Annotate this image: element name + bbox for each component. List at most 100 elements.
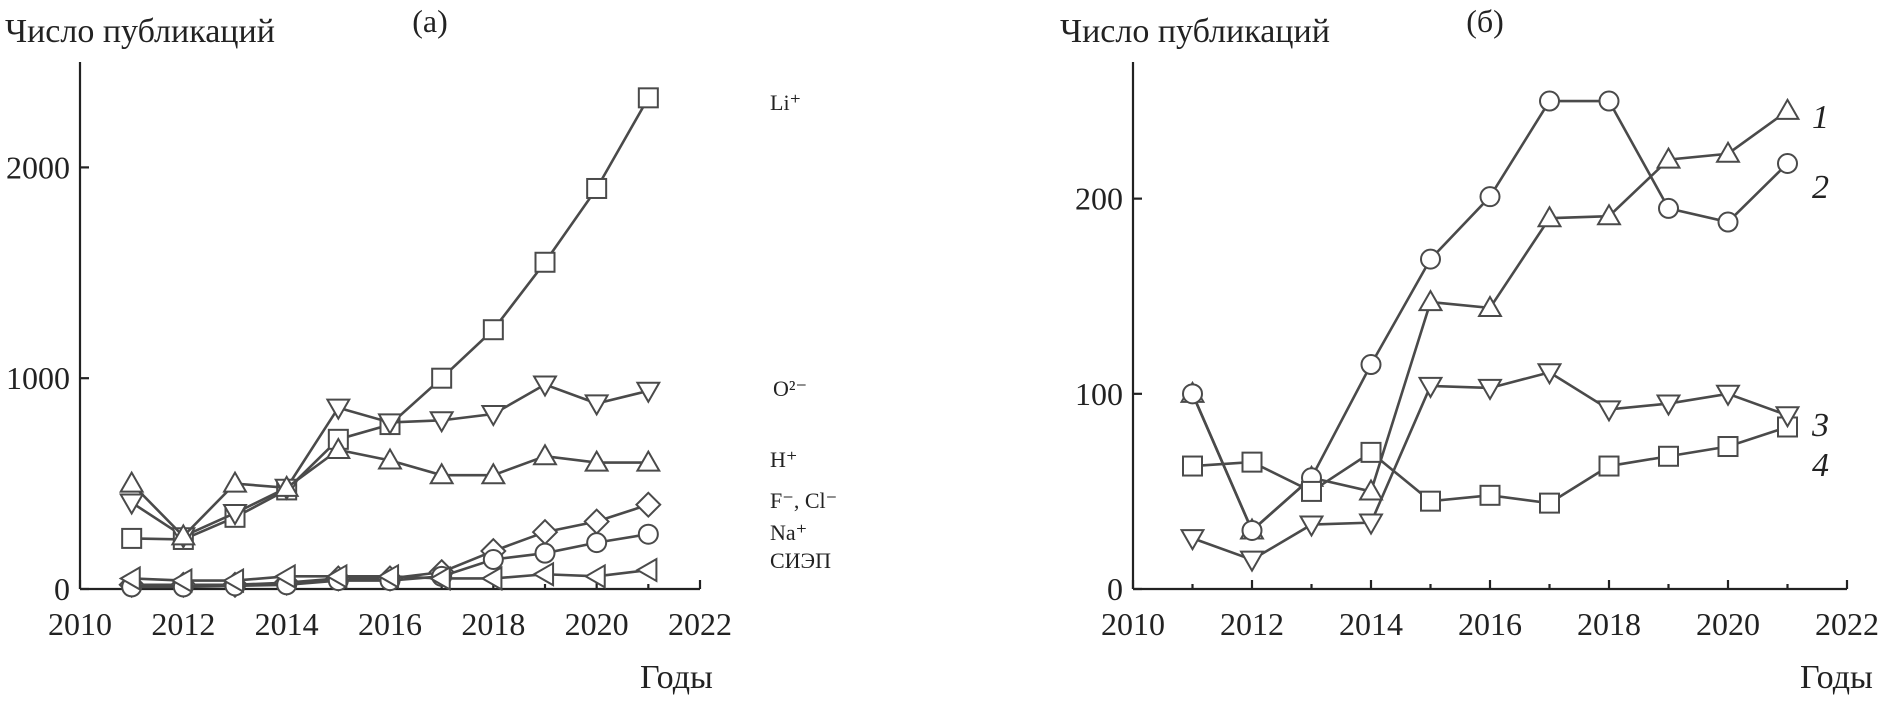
chart-a-data-point [121,527,143,549]
chart-a-xtick-label: 2022 [668,606,732,642]
chart-a-data-point [531,518,559,546]
chart-a-data-point [584,449,610,472]
chart-a-xtick-label: 2020 [565,606,629,642]
chart-a-data-point [635,491,662,518]
chart-b-xtick-label: 2010 [1101,606,1165,642]
chart-a-data-point [431,367,453,389]
chart-a-ytick-label: 0 [54,571,70,607]
chart-b-ylabel: Число публикаций [1060,13,1330,50]
chart-b-ytick-label: 100 [1075,376,1123,412]
chart-b-data-point [1715,384,1741,407]
chart-a-data-point [222,567,245,594]
chart-a-panel-label: (а) [412,3,448,39]
chart-a-data-point [586,177,608,199]
chart-a-data-point [482,548,504,570]
chart-a-data-point [584,394,610,417]
chart-b-data-point [1596,400,1622,423]
chart-a-label-fcl: F⁻, Cl⁻ [770,488,837,513]
chart-a-xtick-label: 2010 [48,606,112,642]
chart-a-data-point [480,565,503,592]
chart-b-data-point [1358,478,1384,501]
chart-a-data-point [222,504,248,527]
chart-a-data-point [170,523,196,546]
chart-a-data-point [170,567,193,594]
chart-a-ticks: 2010 2012 2014 2016 2018 2020 2022 0 1000 2000 [6,149,732,642]
chart-b-data-point [1717,211,1739,233]
chart-a-data-point [482,319,504,341]
chart-a-data-point [325,398,351,421]
chart-b-data-point [1420,248,1441,270]
chart-a-series-line [131,97,650,541]
chart-a-data-point [222,470,248,493]
chart-b-data-point [1479,186,1501,208]
chart-a-data-point [635,449,661,472]
chart-a-xlabel: Годы [640,659,713,696]
chart-b-data-point [1774,406,1801,429]
chart-b-data-point [1360,354,1382,376]
chart-a-xtick-label: 2016 [358,606,422,642]
chart-b-data-point [1598,455,1620,477]
chart-a-data-point [532,561,555,587]
chart-b-data-point [1777,152,1798,174]
chart-b-xtick-label: 2014 [1339,606,1403,642]
chart-a-data-point [586,532,608,554]
chart-b-series-3 [1182,416,1798,514]
chart-a-xtick-label: 2012 [151,606,215,642]
chart-a-data-point [325,436,351,459]
chart-b-data-point [1539,90,1560,112]
chart-a-data-point [118,565,141,592]
chart-a-xtick-label: 2014 [255,606,319,642]
chart-a-data-point [428,565,451,592]
chart-b-data-point [1715,140,1741,163]
chart-a-data-point [534,542,556,564]
chart-a-data-point [583,563,606,590]
chart-a-data-point [637,87,659,109]
chart-b-data-point [1179,529,1206,552]
chart-b-xtick-label: 2018 [1577,606,1641,642]
chart-a-data-point [273,563,296,590]
chart-b-data-point [1658,197,1679,219]
chart-a-xtick-label: 2018 [461,606,525,642]
chart-a-data-point [325,563,348,590]
chart-b-data-point [1774,97,1801,120]
chart-b-ytick-label: 200 [1075,181,1123,217]
chart-b-data-point [1358,513,1384,536]
chart-b-xtick-label: 2016 [1458,606,1522,642]
chart-b-label-3: 3 [1811,407,1829,444]
chart-a-data-point [377,413,403,436]
chart-b-panel-label: (б) [1466,3,1504,39]
chart-b-data-point [1420,490,1441,512]
chart-a-series-6 [118,557,658,594]
chart-a-label-o2: O²⁻ [773,376,807,401]
chart-b-plot [1179,90,1801,573]
chart-b-label-4: 4 [1812,447,1829,484]
chart-b-series-2 [1182,90,1798,541]
chart-a-data-point [274,474,300,497]
chart-b-xtick-label: 2012 [1220,606,1284,642]
chart-a-label-na: Na⁺ [770,520,807,545]
chart-b-data-point [1241,451,1263,473]
chart-a-data-point [429,411,455,434]
chart-a-ylabel: Число публикаций [5,13,275,50]
chart-a-label-siep: СИЭП [770,548,831,573]
chart-b-data-point [1655,146,1682,169]
chart-a-data-point [532,375,558,398]
chart-b-xtick-label: 2022 [1815,606,1879,642]
chart-a: Число публикаций (а) Годы 2010 2012 2014 20… [5,3,837,696]
chart-a-series-3 [119,436,661,546]
chart-b-label-2: 2 [1812,169,1829,206]
chart-a-series-labels: Li⁺ O²⁻ H⁺ F⁻, Cl⁻ Na⁺ СИЭП [770,90,837,573]
chart-b-ticks: 2010 2012 2014 2016 2018 2020 2022 0 100 200 [1075,181,1879,642]
chart-b-data-point [1417,289,1444,312]
chart-b-data-point [1479,484,1501,506]
chart-a-data-point [635,381,661,404]
chart-a-plot [118,87,662,599]
chart-b-data-point [1301,480,1322,502]
chart-a-label-h: H⁺ [770,447,798,472]
chart-a-ytick-label: 2000 [6,149,70,185]
chart-b-data-point [1360,441,1382,463]
chart-a-series-1 [121,87,659,550]
chart-b-data-point [1596,203,1622,226]
chart-b-data-point [1536,205,1563,228]
